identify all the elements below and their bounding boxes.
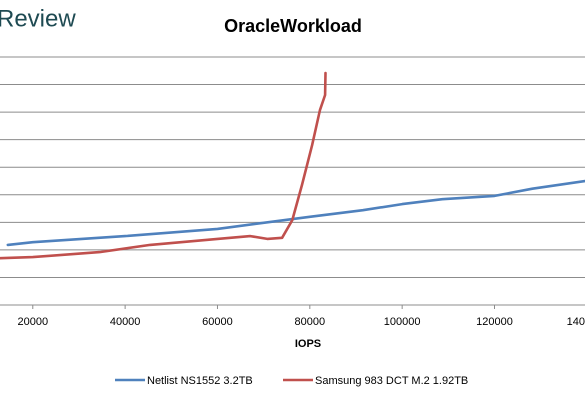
legend-label: Samsung 983 DCT M.2 1.92TB xyxy=(315,375,468,387)
logo: Review xyxy=(0,5,76,32)
x-tick-label: 100000 xyxy=(384,316,421,328)
x-tick-label: 120000 xyxy=(476,316,513,328)
chart-title: OracleWorkload xyxy=(224,16,362,36)
x-axis-label: IOPS xyxy=(295,338,321,350)
x-tick-label: 40000 xyxy=(110,316,141,328)
series-line xyxy=(0,71,327,260)
x-tick-label: 80000 xyxy=(295,316,326,328)
legend-label: Netlist NS1552 3.2TB xyxy=(147,375,253,387)
series-line xyxy=(6,179,585,247)
x-tick-label: 140 xyxy=(567,316,585,328)
x-tick-label: 60000 xyxy=(202,316,233,328)
x-tick-label: 20000 xyxy=(17,316,48,328)
